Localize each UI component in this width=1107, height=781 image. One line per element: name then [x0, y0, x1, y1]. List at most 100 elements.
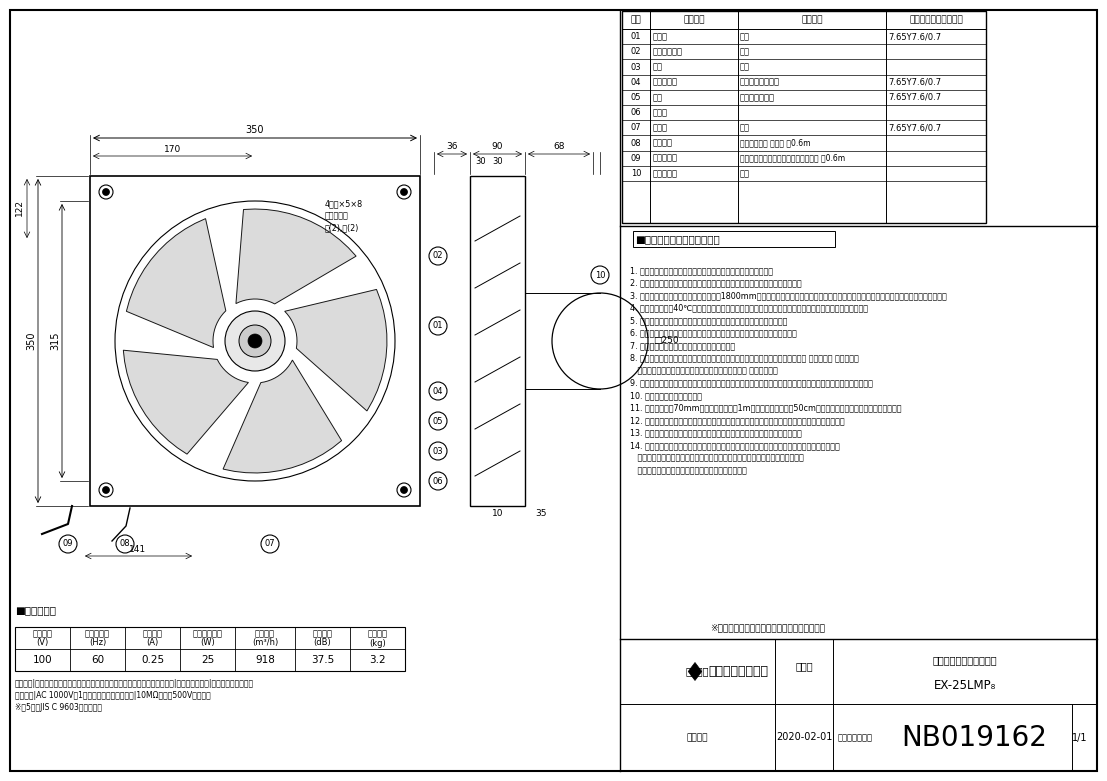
- Text: 銅板: 銅板: [739, 123, 751, 132]
- Text: 04: 04: [433, 387, 443, 395]
- Text: EX-25LMP₈: EX-25LMP₈: [934, 679, 996, 692]
- Text: パネル: パネル: [653, 32, 668, 41]
- Text: 定格周波数: 定格周波数: [85, 629, 110, 639]
- Text: 05: 05: [433, 416, 443, 426]
- Circle shape: [397, 483, 411, 497]
- Text: 12. 空気の流れが必要なため換気扇の反対面に出入口・窓などがあるところに据付けてください。: 12. 空気の流れが必要なため換気扇の反対面に出入口・窓などがあるところに据付け…: [630, 416, 845, 425]
- Text: 08: 08: [631, 138, 641, 148]
- Text: 68: 68: [554, 142, 565, 151]
- Text: 材　　質: 材 質: [801, 16, 823, 24]
- Text: 13. カーテン・ひもなどが触れるおそれのある場所に据付けないでください。: 13. カーテン・ひもなどが触れるおそれのある場所に据付けないでください。: [630, 429, 801, 437]
- Text: 0.25: 0.25: [141, 655, 164, 665]
- Text: 10: 10: [594, 270, 606, 280]
- Text: 02: 02: [433, 251, 443, 261]
- Text: スピンナー: スピンナー: [653, 77, 677, 87]
- Text: 風　　量: 風 量: [255, 629, 275, 639]
- Text: 02: 02: [631, 48, 641, 56]
- Text: NB019162: NB019162: [901, 723, 1047, 751]
- Text: 7.65Y7.6/0.7: 7.65Y7.6/0.7: [888, 123, 941, 132]
- Text: 2. 据付および電気工事は安全上必ず同様の据付工事説明書に従ってください。: 2. 据付および電気工事は安全上必ず同様の据付工事説明書に従ってください。: [630, 279, 801, 287]
- Bar: [622, 11, 986, 223]
- Text: 170: 170: [164, 145, 182, 154]
- Text: 918: 918: [255, 655, 275, 665]
- Polygon shape: [224, 360, 342, 473]
- Text: 銅板: 銅板: [739, 32, 751, 41]
- Text: 122: 122: [15, 199, 24, 216]
- Text: 品番: 品番: [631, 16, 641, 24]
- Text: 5. 浴室など湿気の多い場所や結露する場所には据付けないでください。: 5. 浴室など湿気の多い場所や結露する場所には据付けないでください。: [630, 316, 787, 325]
- Circle shape: [397, 185, 411, 199]
- Text: 100: 100: [33, 655, 52, 665]
- Text: 350: 350: [25, 332, 37, 350]
- Text: 25: 25: [200, 655, 214, 665]
- Circle shape: [401, 487, 407, 494]
- Circle shape: [401, 188, 407, 195]
- Text: 定格電流: 定格電流: [143, 629, 163, 639]
- Text: 01: 01: [433, 322, 443, 330]
- Text: 定格電圧: 定格電圧: [32, 629, 52, 639]
- Text: 3. この製品は高所据付用です。床面より1800mm以上のメンテナンス可能な位置に据付けてください。天井面には据付けないでください。: 3. この製品は高所据付用です。床面より1800mm以上のメンテナンス可能な位置…: [630, 291, 946, 300]
- Text: 1/1: 1/1: [1073, 733, 1088, 743]
- Text: 14. 外風の強い場所・高気密住宅への設置には下記のような不具合が発生する場合があります。: 14. 外風の強い場所・高気密住宅への設置には下記のような不具合が発生する場合が…: [630, 441, 840, 450]
- Polygon shape: [126, 219, 226, 348]
- Text: 品　　名: 品 名: [683, 16, 705, 24]
- Text: 09: 09: [63, 540, 73, 548]
- Text: 60: 60: [91, 655, 104, 665]
- Text: 03: 03: [433, 447, 443, 455]
- Text: 03: 03: [631, 62, 641, 72]
- Text: アルミニウム板: アルミニウム板: [739, 93, 775, 102]
- Text: ■特　性　表: ■特 性 表: [15, 605, 56, 615]
- Text: 電動機: 電動機: [653, 108, 668, 117]
- Text: 30: 30: [475, 157, 486, 166]
- Text: 7.65Y7.6/0.7: 7.65Y7.6/0.7: [888, 77, 941, 87]
- Text: 上(2),下(2): 上(2),下(2): [325, 223, 360, 233]
- Text: 2020-02-01: 2020-02-01: [776, 733, 832, 743]
- Text: ・外風でシャッターがばたつく。。・換気しない。: ・外風でシャッターがばたつく。。・換気しない。: [630, 466, 747, 475]
- Text: (V): (V): [37, 639, 49, 647]
- Text: 定格消費電力: 定格消費電力: [193, 629, 223, 639]
- Text: ※仕様は場合により変更することがあります。: ※仕様は場合により変更することがあります。: [710, 623, 825, 633]
- Text: 油溜り: 油溜り: [653, 123, 668, 132]
- Polygon shape: [284, 290, 387, 411]
- Text: 丸銅: 丸銅: [739, 48, 751, 56]
- Text: 羽根: 羽根: [653, 93, 663, 102]
- Text: (Hz): (Hz): [89, 639, 106, 647]
- Text: (kg): (kg): [369, 639, 386, 647]
- Text: 35: 35: [535, 509, 547, 518]
- Text: 金属製クサリ 有効長 約0.6m: 金属製クサリ 有効長 約0.6m: [739, 138, 810, 148]
- Text: 10: 10: [631, 169, 641, 178]
- Circle shape: [99, 185, 113, 199]
- Text: シャッター: シャッター: [653, 169, 677, 178]
- Circle shape: [248, 334, 262, 348]
- Text: 1. この製品は住宅の屋外用です。業務用途では使用できません。: 1. この製品は住宅の屋外用です。業務用途では使用できません。: [630, 266, 773, 275]
- Bar: [470, 176, 525, 506]
- Text: □250: □250: [653, 337, 679, 345]
- Text: 質　　量: 質 量: [368, 629, 387, 639]
- Text: 騒　　音: 騒 音: [312, 629, 332, 639]
- Text: 05: 05: [631, 93, 641, 102]
- Text: 315: 315: [50, 332, 60, 350]
- Circle shape: [239, 325, 271, 357]
- Bar: [622, 11, 986, 29]
- Text: 電動機式|全閉形コンデンサー永久分相形コンデンサー走り誘導電動機　４極|シャッター形式|スイッチとの連動式: 電動機式|全閉形コンデンサー永久分相形コンデンサー走り誘導電動機 ４極|シャッタ…: [15, 679, 255, 689]
- Text: うちわボルト: うちわボルト: [653, 48, 683, 56]
- Text: 金属製換気扇（連動式）: 金属製換気扇（連動式）: [933, 654, 997, 665]
- Text: 06: 06: [433, 476, 443, 486]
- Circle shape: [99, 483, 113, 497]
- Text: (dB): (dB): [313, 639, 331, 647]
- Text: ■設計・据付に関するご注意: ■設計・据付に関するご注意: [635, 234, 720, 244]
- Circle shape: [225, 311, 284, 371]
- Text: ※仙5様はJIS C 9603に基づく。: ※仙5様はJIS C 9603に基づく。: [15, 704, 102, 712]
- Text: 350: 350: [246, 125, 265, 135]
- Text: 7. 据付けの際は必ず手袋を着用してください。: 7. 据付けの際は必ず手袋を着用してください。: [630, 341, 735, 350]
- Text: ・塵幕・茁蕄場のようなこみや有害ガスの多い場所 ・業務用厨房: ・塵幕・茁蕄場のようなこみや有害ガスの多い場所 ・業務用厨房: [630, 366, 778, 375]
- Text: 4ｹ所×5×8: 4ｹ所×5×8: [325, 199, 363, 209]
- Text: 10: 10: [492, 509, 504, 518]
- Polygon shape: [236, 209, 356, 304]
- Text: 08: 08: [120, 540, 131, 548]
- Text: 7.65Y7.6/0.7: 7.65Y7.6/0.7: [888, 93, 941, 102]
- Text: 電源コード: 電源コード: [653, 154, 677, 162]
- Text: 37.5: 37.5: [311, 655, 334, 665]
- Text: 第三角法: 第三角法: [685, 666, 710, 676]
- Text: 6. 本体の据付けは十分強度のあるところを選んで確実に行なってください。: 6. 本体の据付けは十分強度のあるところを選んで確実に行なってください。: [630, 329, 797, 337]
